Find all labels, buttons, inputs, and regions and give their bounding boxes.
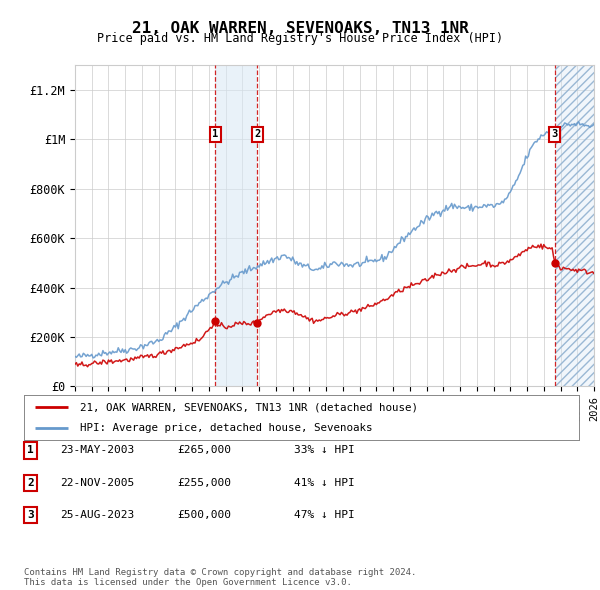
Text: 47% ↓ HPI: 47% ↓ HPI <box>294 510 355 520</box>
Text: Contains HM Land Registry data © Crown copyright and database right 2024.
This d: Contains HM Land Registry data © Crown c… <box>24 568 416 587</box>
Text: 21, OAK WARREN, SEVENOAKS, TN13 1NR (detached house): 21, OAK WARREN, SEVENOAKS, TN13 1NR (det… <box>79 402 418 412</box>
Bar <box>554 65 594 386</box>
Text: 3: 3 <box>27 510 34 520</box>
Text: 2: 2 <box>254 129 260 139</box>
Text: 41% ↓ HPI: 41% ↓ HPI <box>294 478 355 488</box>
Text: Price paid vs. HM Land Registry's House Price Index (HPI): Price paid vs. HM Land Registry's House … <box>97 32 503 45</box>
Text: £255,000: £255,000 <box>177 478 231 488</box>
Text: 1: 1 <box>212 129 218 139</box>
Text: £500,000: £500,000 <box>177 510 231 520</box>
Text: 21, OAK WARREN, SEVENOAKS, TN13 1NR: 21, OAK WARREN, SEVENOAKS, TN13 1NR <box>131 21 469 35</box>
Text: 25-AUG-2023: 25-AUG-2023 <box>60 510 134 520</box>
Text: 22-NOV-2005: 22-NOV-2005 <box>60 478 134 488</box>
Text: £265,000: £265,000 <box>177 445 231 455</box>
Text: 23-MAY-2003: 23-MAY-2003 <box>60 445 134 455</box>
Bar <box>215 65 257 386</box>
Text: 1: 1 <box>27 445 34 455</box>
Text: 33% ↓ HPI: 33% ↓ HPI <box>294 445 355 455</box>
Text: 3: 3 <box>551 129 558 139</box>
Text: HPI: Average price, detached house, Sevenoaks: HPI: Average price, detached house, Seve… <box>79 422 372 432</box>
Text: 2: 2 <box>27 478 34 488</box>
Bar <box>554 65 594 386</box>
